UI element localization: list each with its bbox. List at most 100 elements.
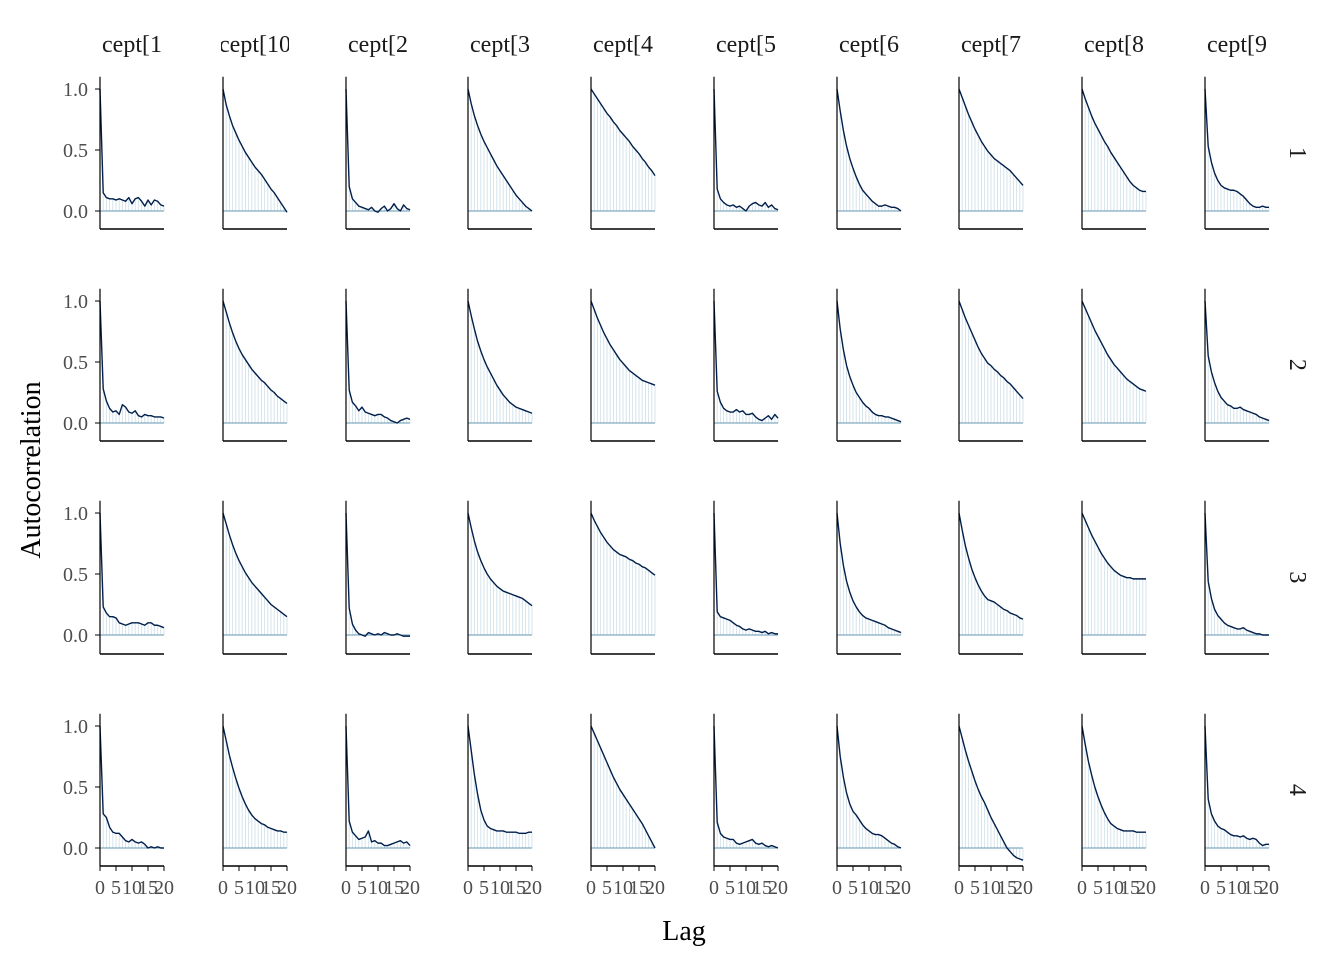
x-axis-title: Lag [662,916,706,947]
acf-line [713,300,779,422]
acf-panel [836,713,902,867]
x-tick-label: 20 [522,877,542,899]
x-tick-label: 20 [891,877,911,899]
row-strip-label: 2 [1284,359,1310,371]
acf-line [99,88,165,207]
y-tick-label: 1.0 [63,291,88,313]
x-tick-label: 20 [768,877,788,899]
acf-panel [99,288,165,442]
acf-panel [467,713,533,867]
x-tick-label: 10 [859,877,879,899]
acf-line [836,512,902,634]
acf-panel [345,76,411,230]
x-tick-label: 5 [479,877,489,899]
acf-panel [1081,500,1147,655]
acf-line [222,725,287,833]
acf-panel [99,713,164,867]
row-strips: 1 2 3 4 [1284,147,1310,796]
y-tick-label: 0.0 [63,625,88,647]
acf-line [99,725,164,849]
acf-line [222,512,288,618]
x-tick-label: 20 [1013,877,1033,899]
row-strip-label: 3 [1284,571,1310,583]
x-tick-label: 20 [154,877,174,899]
acf-panel [958,288,1024,442]
x-tick-label: 10 [613,877,633,899]
x-tick-label: 0 [463,877,473,899]
x-tick-label: 5 [234,877,244,899]
acf-line [1081,88,1146,193]
acf-panel [836,76,902,230]
acf-panel [222,288,288,442]
column-strip-label: cept[8 [1084,32,1144,58]
acf-line [345,300,411,424]
x-tick-label: 0 [95,877,105,899]
acf-panel [222,500,288,655]
x-tick-label: 5 [970,877,980,899]
acf-panel [836,500,902,655]
acf-panel [836,288,902,442]
x-tick-label: 20 [645,877,665,899]
x-tick-label: 15 [997,877,1017,899]
acf-panel [1081,713,1147,867]
acf-line [713,512,778,635]
acf-panel [713,500,779,655]
acf-panel [345,288,411,442]
acf-panel [222,76,288,230]
acf-panel [958,76,1024,230]
acf-panel [713,288,779,442]
x-tick-label: 10 [736,877,756,899]
x-tick-label: 15 [1120,877,1140,899]
acf-panel [958,500,1024,655]
x-tick-label: 5 [725,877,735,899]
acf-line [1081,300,1147,392]
row-strip-label: 1 [1284,147,1310,159]
acf-panel [467,76,533,230]
row-strip-label: 4 [1284,784,1310,796]
acf-line [1204,88,1269,209]
acf-panel [99,76,165,230]
x-tick-label: 0 [1200,877,1210,899]
y-tick-label: 0.5 [63,140,88,162]
x-tick-label: 5 [1093,877,1103,899]
acf-panel [1204,288,1270,442]
y-tick-label: 0.0 [63,413,88,435]
y-tick-label: 0.5 [63,564,88,586]
column-strip-label: cept[7 [961,32,1021,58]
x-tick-label: 15 [875,877,895,899]
y-tick-label: 1.0 [63,503,88,525]
acf-line [590,512,656,576]
x-tick-label: 10 [1227,877,1247,899]
acf-line [590,300,656,386]
x-tick-label: 20 [400,877,420,899]
y-axes: 0.0 0.5 1.0 0.0 0.5 1.0 0.0 0.5 1.0 0.0 0.5 1.0 [63,79,100,860]
x-tick-label: 10 [368,877,388,899]
acf-panel [1204,76,1270,230]
acf-line [467,512,533,607]
acf-panel [222,713,288,867]
column-strips: cept[1 cept[10 cept[2 cept[3 cept[4 cept[5 cep… [102,32,1267,58]
acf-panel [958,713,1024,867]
acf-line [345,88,411,213]
acf-line [99,300,165,419]
acf-line [1204,300,1270,422]
x-tick-label: 10 [1104,877,1124,899]
acf-line [958,725,1024,861]
acf-panel [1081,288,1147,442]
column-strip-label: cept[6 [839,32,899,58]
column-strip-label: cept[9 [1207,32,1267,58]
x-tick-label: 0 [954,877,964,899]
acf-panel [590,76,656,230]
acf-panel [590,288,656,442]
acf-panel [1081,76,1147,230]
x-tick-label: 5 [357,877,367,899]
column-strip-label: cept[10 [219,32,291,58]
x-tick-label: 0 [1077,877,1087,899]
x-tick-label: 10 [122,877,142,899]
acf-panel [345,713,411,867]
acf-line [467,725,532,835]
acf-line [222,300,288,405]
acf-line [836,300,902,423]
acf-line [345,512,410,637]
acf-line [467,300,533,414]
